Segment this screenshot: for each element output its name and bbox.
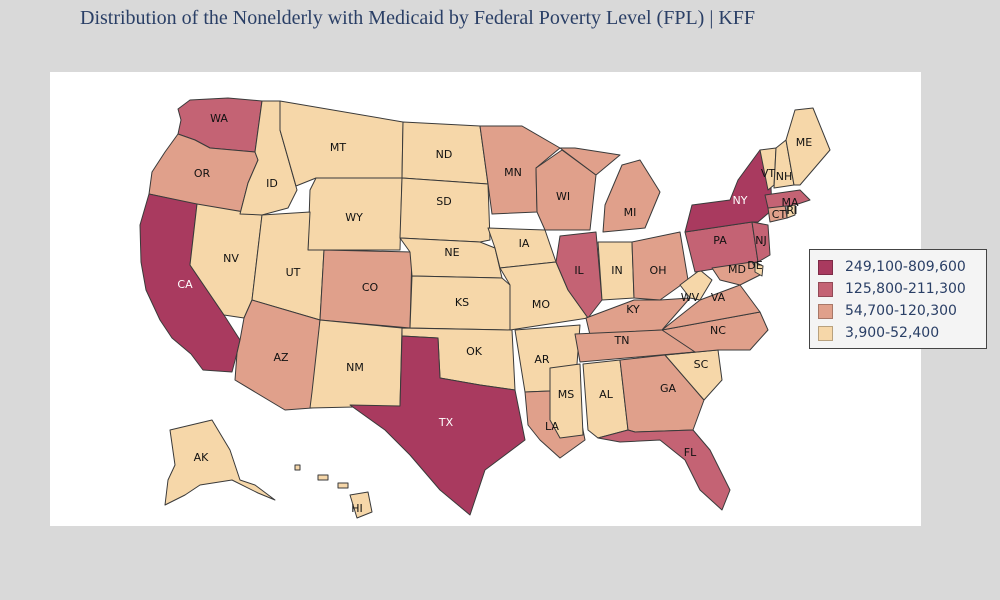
state-nj[interactable] [751,221,771,263]
state-label-fl: FL [684,446,697,459]
state-label-ky: KY [626,303,640,316]
state-label-nd: ND [436,148,453,161]
state-label-mi: MI [624,206,637,219]
state-label-ma: MA [781,196,798,209]
state-label-wv: WV [681,291,700,304]
state-label-wy: WY [345,211,363,224]
state-oh[interactable] [631,231,689,301]
state-label-wa: WA [210,112,228,125]
state-label-de: DE [747,259,762,272]
state-label-ks: KS [455,296,469,309]
legend-item[interactable]: 3,900-52,400 [818,322,978,344]
legend: 249,100-809,600 125,800-211,300 54,700-1… [809,249,987,349]
state-label-nv: NV [223,252,239,265]
state-label-la: LA [545,420,559,433]
state-nc[interactable] [661,311,769,356]
state-label-md: MD [728,263,746,276]
state-label-wi: WI [556,190,570,203]
state-label-in: IN [611,264,622,277]
state-wy[interactable] [307,177,403,251]
state-label-va: VA [711,291,726,304]
legend-swatch [818,325,833,341]
state-label-nc: NC [710,324,726,337]
state-label-tn: TN [614,334,630,347]
page-title: Distribution of the Nonelderly with Medi… [80,7,756,29]
state-label-mt: MT [330,141,346,154]
state-label-mo: MO [532,298,550,311]
state-label-ut: UT [286,266,301,279]
state-me[interactable] [785,107,831,186]
legend-label: 125,800-211,300 [845,281,966,297]
legend-item[interactable]: 54,700-120,300 [818,300,978,322]
state-label-me: ME [796,136,812,149]
state-tx[interactable] [349,335,526,516]
state-label-az: AZ [273,351,289,364]
legend-label: 249,100-809,600 [845,259,966,275]
state-ny[interactable] [684,149,773,233]
state-label-tx: TX [438,416,454,429]
legend-swatch [818,259,833,275]
state-label-vt: VT [761,167,776,180]
state-fl[interactable] [597,429,731,511]
legend-item[interactable]: 249,100-809,600 [818,256,978,278]
state-ma[interactable] [764,189,811,209]
state-label-mn: MN [504,166,522,179]
legend-swatch [818,281,833,297]
state-label-pa: PA [713,234,727,247]
state-ak[interactable] [164,419,276,506]
state-label-ok: OK [466,345,483,358]
state-sd[interactable] [399,177,491,243]
legend-label: 54,700-120,300 [845,303,957,319]
state-label-ca: CA [177,278,193,291]
state-label-ak: AK [194,451,210,464]
legend-swatch [818,303,833,319]
state-de[interactable] [754,261,764,277]
state-hi[interactable] [294,464,373,519]
state-label-ms: MS [558,388,574,401]
state-label-co: CO [362,281,379,294]
state-md[interactable] [711,261,761,286]
legend-label: 3,900-52,400 [845,325,940,341]
state-label-il: IL [574,264,584,277]
state-ms[interactable] [549,363,584,439]
legend-item[interactable]: 125,800-211,300 [818,278,978,300]
state-label-ga: GA [660,382,677,395]
state-label-sd: SD [436,195,451,208]
state-label-nm: NM [346,361,364,374]
state-label-nh: NH [776,170,793,183]
state-label-ct: CT [772,208,787,221]
state-label-ia: IA [519,237,530,250]
state-label-ar: AR [534,353,550,366]
state-label-ne: NE [444,246,459,259]
state-label-hi: HI [351,502,363,515]
state-label-al: AL [599,388,614,401]
state-label-ri: RI [787,204,798,217]
state-label-id: ID [266,177,278,190]
state-label-sc: SC [694,358,709,371]
state-mi[interactable] [559,147,661,233]
state-label-oh: OH [650,264,667,277]
state-label-or: OR [194,167,211,180]
state-wv[interactable] [679,269,713,301]
state-label-nj: NJ [755,234,766,247]
state-label-ny: NY [733,194,748,207]
